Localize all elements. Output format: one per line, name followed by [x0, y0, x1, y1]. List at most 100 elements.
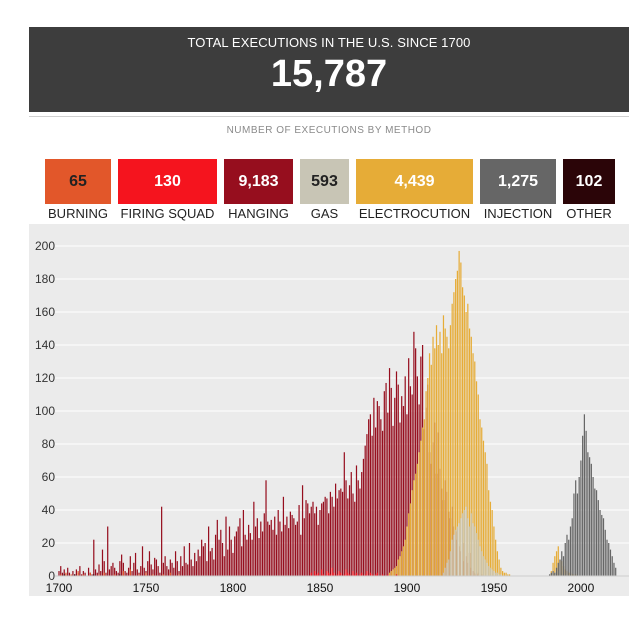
bar-hanging-1777 [192, 566, 194, 576]
bar-hanging-1746 [138, 572, 140, 576]
bar-hanging-1728 [107, 526, 109, 576]
bar-hanging-1754 [152, 569, 154, 576]
bar-electrocution-1956 [503, 572, 505, 576]
bar-injection-2000 [580, 460, 582, 576]
bar-electrocution-1951 [495, 539, 497, 576]
bar-hanging-1860 [336, 498, 338, 576]
legend-count-firing-squad[interactable]: 130 [118, 159, 217, 204]
bar-hanging-1802 [235, 531, 238, 576]
bar-hanging-1835 [293, 518, 295, 576]
bar-hanging-1901 [408, 358, 410, 576]
bar-other-1709 [74, 574, 76, 576]
bar-hanging-1767 [174, 551, 177, 576]
bar-hanging-1721 [94, 569, 97, 576]
bar-hanging-1793 [220, 529, 222, 576]
bar-firing-squad-1889 [387, 574, 389, 576]
series-burning [60, 569, 180, 576]
bar-burning-1754 [152, 574, 154, 576]
bar-injection-1990 [562, 556, 565, 576]
bar-gas-1943 [481, 551, 483, 576]
y-tick-label: 60 [42, 470, 56, 484]
bar-hanging-1796 [225, 516, 227, 576]
bar-injection-2015 [606, 539, 608, 576]
bar-firing-squad-1866 [347, 572, 349, 576]
legend-count-hanging[interactable]: 9,183 [224, 159, 293, 204]
bar-hanging-1891 [390, 387, 392, 576]
bar-hanging-1862 [340, 488, 342, 576]
bar-hanging-1838 [298, 505, 300, 576]
bar-burning-1714 [82, 574, 84, 576]
bar-injection-2014 [604, 529, 606, 576]
legend-count-other[interactable]: 102 [563, 159, 615, 204]
bar-hanging-1823 [272, 529, 274, 576]
bar-injection-2004 [587, 452, 589, 576]
bar-electrocution-1987 [557, 546, 559, 576]
bar-injection-1991 [564, 543, 566, 576]
bar-other-1720 [93, 574, 95, 576]
legend-count-gas[interactable]: 593 [300, 159, 349, 204]
bar-firing-squad-1879 [369, 572, 372, 576]
bar-hanging-1861 [338, 490, 340, 576]
bar-hanging-1830 [284, 524, 286, 576]
bar-firing-squad-1870 [354, 574, 356, 576]
bar-hanging-1766 [173, 567, 175, 576]
bar-firing-squad-1860 [336, 574, 338, 576]
bar-hanging-1854 [326, 498, 328, 576]
bar-hanging-1886 [381, 430, 384, 576]
bar-gas-1937 [470, 513, 472, 576]
legend-count-electrocution[interactable]: 4,439 [356, 159, 473, 204]
bar-injection-1993 [568, 539, 570, 576]
bar-hanging-1822 [270, 519, 272, 576]
bar-hanging-1851 [321, 503, 323, 576]
series-other [63, 574, 121, 576]
bar-electrocution-1903 [411, 490, 413, 576]
bar-gas-1954 [500, 574, 502, 576]
bar-injection-2019 [613, 562, 615, 576]
bar-gas-1951 [495, 572, 497, 576]
bar-firing-squad-1852 [322, 574, 325, 576]
bar-hanging-1877 [366, 434, 368, 576]
bar-hanging-1792 [218, 539, 220, 576]
bar-hanging-1705 [67, 567, 69, 576]
bar-hanging-1831 [286, 516, 288, 576]
bar-electrocution-1934 [465, 312, 467, 576]
bar-hanging-1768 [176, 561, 178, 576]
bar-hanging-1743 [133, 562, 135, 576]
bar-hanging-1836 [294, 524, 297, 576]
bar-hanging-1788 [211, 547, 213, 576]
bar-electrocution-1921 [442, 315, 445, 576]
bar-electrocution-1959 [508, 574, 511, 576]
bar-electrocution-1905 [415, 473, 417, 576]
legend-label-gas: GAS [310, 206, 339, 221]
bar-hanging-1881 [373, 397, 375, 576]
bar-gas-1942 [479, 546, 481, 576]
y-tick-label: 0 [48, 569, 55, 583]
bar-hanging-1819 [265, 480, 267, 576]
bar-injection-1992 [566, 534, 568, 576]
bar-firing-squad-1882 [375, 574, 377, 576]
bar-injection-2013 [602, 518, 605, 576]
bar-hanging-1821 [268, 524, 271, 576]
bar-hanging-1765 [171, 562, 173, 576]
bar-hanging-1857 [331, 496, 333, 576]
bar-gas-1936 [468, 526, 471, 576]
bar-hanging-1799 [230, 539, 232, 576]
legend-count-burning[interactable]: 65 [45, 159, 111, 204]
bar-electrocution-1931 [460, 262, 462, 576]
series-electrocution [388, 250, 577, 576]
bar-injection-1983 [550, 572, 552, 576]
bar-electrocution-1922 [444, 328, 446, 576]
bar-hanging-1849 [317, 524, 319, 576]
bar-hanging-1795 [223, 556, 225, 576]
legend-count-injection[interactable]: 1,275 [480, 159, 556, 204]
bar-electrocution-1920 [441, 353, 443, 576]
bar-hanging-1808 [246, 539, 248, 576]
bar-hanging-1818 [263, 513, 265, 576]
bar-gas-1921 [442, 572, 445, 576]
bar-gas-1929 [456, 526, 458, 576]
bar-electrocution-1940 [475, 381, 478, 576]
x-tick-label: 1950 [481, 581, 508, 595]
bar-hanging-1757 [157, 566, 159, 576]
bar-electrocution-1936 [468, 328, 471, 576]
bar-hanging-1820 [267, 521, 269, 576]
